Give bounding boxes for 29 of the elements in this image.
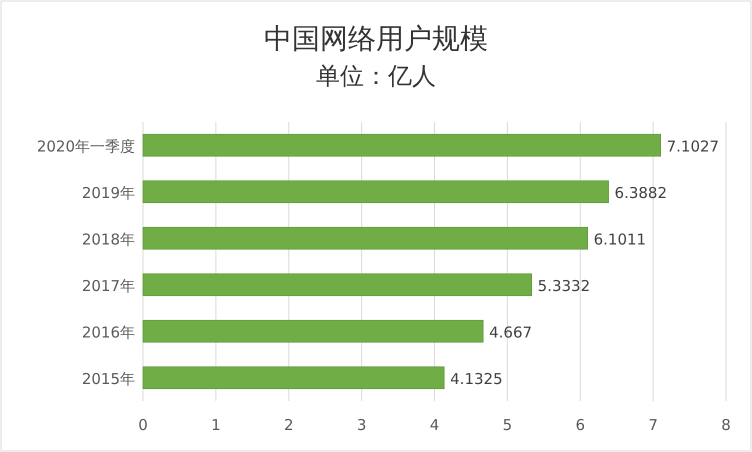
chart-subtitle: 单位：亿人 xyxy=(316,62,436,90)
x-tick-label: 7 xyxy=(648,416,658,434)
x-tick-label: 5 xyxy=(502,416,512,434)
bar xyxy=(142,226,588,250)
bar xyxy=(142,366,445,390)
bar xyxy=(142,180,609,204)
y-tick-label: 2019年 xyxy=(82,184,135,202)
y-tick-label: 2017年 xyxy=(82,276,135,295)
data-label: 5.3332 xyxy=(538,276,590,295)
x-tick-label: 6 xyxy=(575,416,586,434)
x-tick-label: 1 xyxy=(211,416,221,434)
x-tick-label: 3 xyxy=(356,416,366,434)
y-tick-label: 2015年 xyxy=(82,370,135,388)
y-tick-label: 2018年 xyxy=(82,230,135,248)
bar xyxy=(142,320,484,343)
x-tick-label: 4 xyxy=(430,416,440,434)
data-label: 4.667 xyxy=(489,323,532,342)
data-label: 6.1011 xyxy=(594,230,646,248)
y-tick-label: 2016年 xyxy=(82,323,135,342)
data-label: 6.3882 xyxy=(614,184,668,202)
x-tick-label: 8 xyxy=(721,416,731,434)
bar xyxy=(142,134,662,157)
chart-title: 中国网络用户规模 xyxy=(264,22,488,55)
x-tick-label: 2 xyxy=(284,416,294,434)
y-tick-label: 2020年一季度 xyxy=(36,137,135,156)
x-tick-label: 0 xyxy=(138,416,148,434)
bar xyxy=(142,273,532,296)
data-label: 7.1027 xyxy=(666,137,720,156)
data-label: 4.1325 xyxy=(450,370,503,388)
